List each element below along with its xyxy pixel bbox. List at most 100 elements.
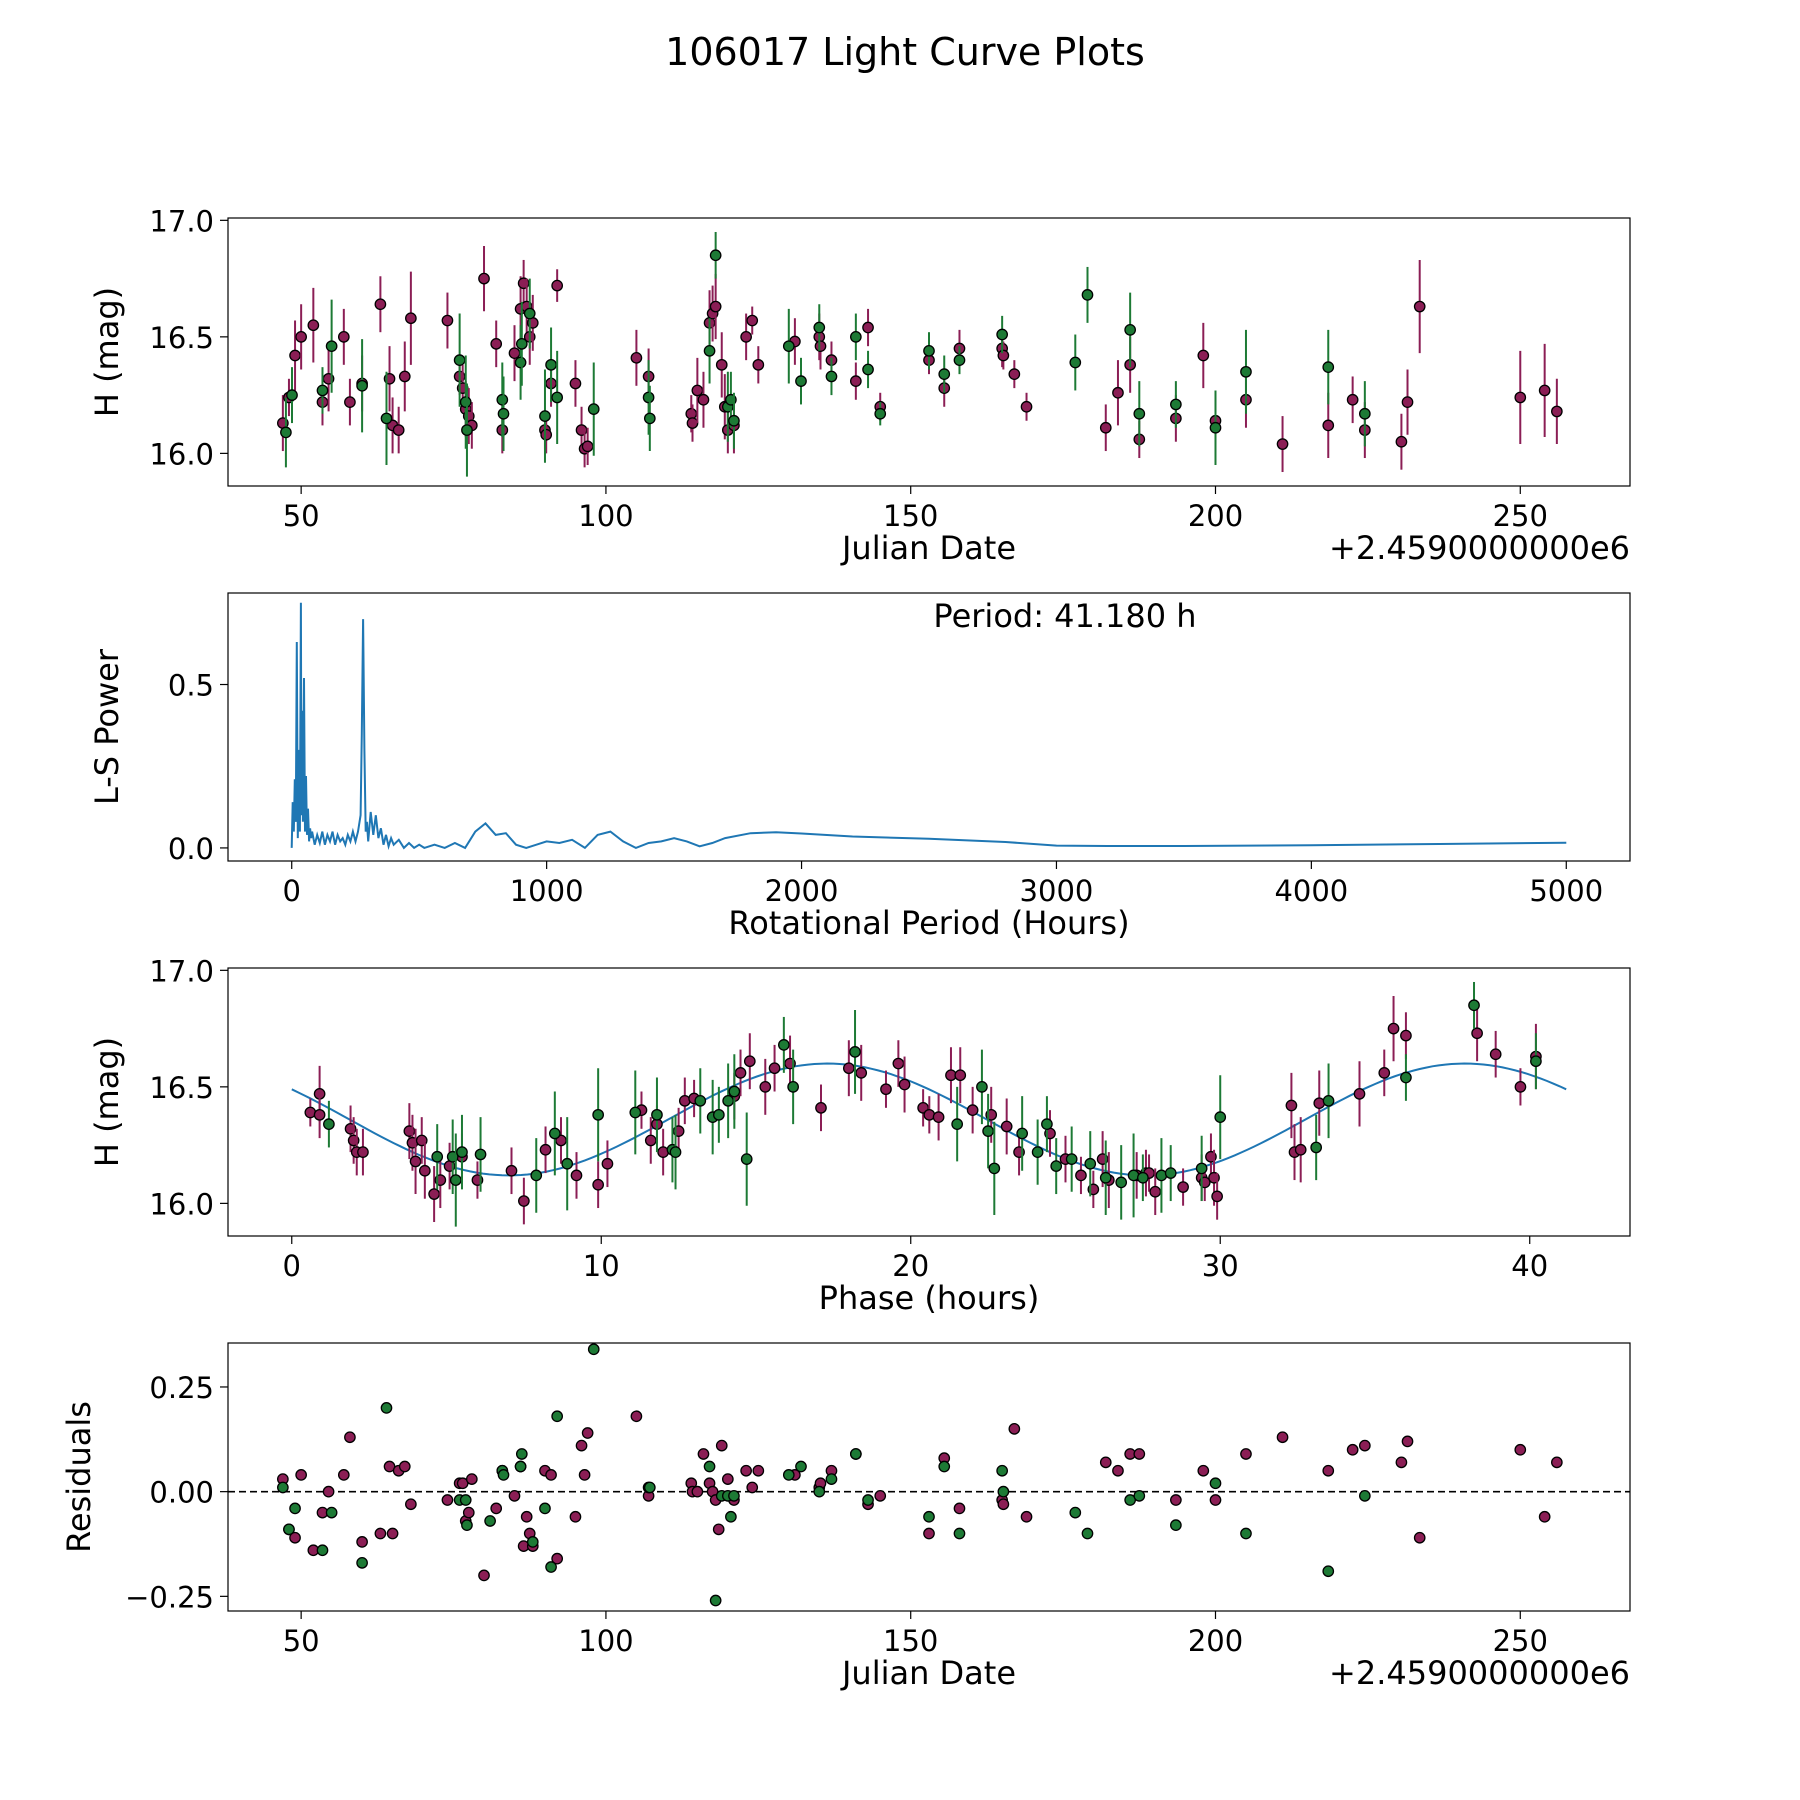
periodogram-axes-frame [227,592,1631,862]
lightcurve-point-green [545,358,557,371]
periodogram-power-line [290,602,1567,851]
residuals-ytick-label: 0.25 [149,1371,214,1405]
phased-point-magenta [1400,1029,1412,1042]
phased-panel: 0 10 20 30 40 16.0 16.5 17.0 Phase (hours) H (m… [88,954,1631,1317]
lightcurve-point-green [862,363,874,376]
residuals-point-magenta [441,1494,454,1506]
phased-point-magenta [1149,1185,1162,1198]
phased-point-magenta [1211,1190,1223,1203]
phased-point-magenta [855,1067,868,1079]
residuals-point-magenta [344,1431,356,1444]
residuals-point-magenta [545,1469,557,1481]
phased-point-magenta [428,1188,440,1200]
residuals-point-green [497,1469,510,1481]
phased-xtick-label: 40 [1511,1249,1548,1283]
residuals-ticks: 50 100 150 200 250 −0.25 0.00 0.25 [125,1371,1548,1658]
lightcurve-point-magenta [289,349,301,362]
phased-point-green [449,1174,462,1186]
phased-xtick-label: 10 [583,1249,620,1283]
lightcurve-panel: 50 100 150 200 250 16.0 16.5 17.0 Julian Date H… [88,204,1631,567]
phased-point-green [1084,1157,1097,1170]
phased-point-magenta [880,1083,892,1096]
residuals-point-magenta [874,1489,887,1502]
phased-point-magenta [1378,1067,1391,1079]
phased-point-magenta [1387,1022,1400,1035]
residuals-point-magenta [1170,1494,1182,1506]
phased-point-green [722,1094,734,1107]
phased-point-green [1468,999,1480,1012]
residuals-point-green [728,1489,740,1502]
residuals-point-magenta [490,1502,503,1515]
lightcurve-point-green [996,328,1008,341]
phased-xtick-label: 0 [283,1249,301,1283]
lightcurve-point-magenta [508,347,521,360]
phased-point-magenta [815,1101,827,1114]
residuals-point-magenta [712,1523,725,1536]
lightcurve-point-green [453,354,466,367]
lightcurve-point-green [1069,356,1082,369]
lightcurve-point-green [953,354,966,367]
phased-point-magenta [1471,1027,1483,1040]
lightcurve-point-green [514,356,527,369]
lightcurve-point-green [874,407,887,420]
residuals-xtick-label: 250 [1493,1624,1548,1658]
phased-point-green [1065,1153,1078,1165]
residuals-point-magenta [569,1510,582,1523]
phased-point-magenta [357,1146,369,1158]
residuals-point-magenta [953,1502,966,1515]
phased-point-green [1099,1171,1112,1184]
lightcurve-point-green [286,389,298,401]
residuals-point-green [938,1460,951,1473]
lightcurve-point-magenta [405,312,417,325]
phased-point-magenta [734,1067,747,1079]
residuals-point-magenta [1538,1510,1551,1523]
lightcurve-point-green [551,391,564,404]
lightcurve-point-green [461,424,473,436]
phased-point-green [474,1148,487,1161]
residuals-point-green [484,1515,496,1527]
lightcurve-point-magenta [392,424,405,436]
phased-point-magenta [570,1169,583,1182]
residuals-point-magenta [398,1460,411,1473]
periodogram-xtick-label: 3000 [1020,874,1094,908]
residuals-point-green [289,1502,301,1515]
lightcurve-point-green [523,307,536,320]
lightcurve-point-green [1358,407,1371,420]
residuals-point-green [813,1485,826,1498]
lightcurve-ytick-label: 16.5 [149,321,214,355]
lightcurve-point-magenta [1020,400,1033,413]
lightcurve-point-magenta [691,384,704,397]
residuals-point-magenta [1209,1494,1222,1506]
periodogram-ylabel: L-S Power [88,648,126,805]
lightcurve-point-magenta [709,300,722,313]
phased-point-green [1115,1176,1128,1189]
lightcurve-point-magenta [1514,391,1527,404]
periodogram-panel: 0 1000 2000 3000 4000 5000 0.0 0.5 Rotational P… [88,592,1631,942]
residuals-point-magenta [1551,1456,1563,1469]
residuals-point-magenta [1240,1448,1252,1460]
lightcurve-point-green [316,384,329,397]
residuals-point-magenta [478,1569,490,1582]
phased-point-magenta [313,1108,326,1121]
residuals-point-magenta [322,1485,335,1498]
residuals-point-magenta [386,1527,399,1540]
residuals-point-magenta [752,1464,765,1477]
residuals-ytick-label: −0.25 [125,1580,214,1614]
phased-point-green [629,1106,642,1119]
residuals-point-magenta [1401,1435,1414,1448]
residuals-point-green [795,1460,807,1473]
lightcurve-point-magenta [1395,435,1408,448]
residuals-point-green [997,1485,1010,1498]
residuals-point-magenta [337,1469,350,1481]
residuals-point-magenta [1099,1456,1112,1469]
lightcurve-point-green [782,340,795,353]
lightcurve-point-green [356,379,368,392]
lightcurve-point-green [1209,421,1222,434]
residuals-point-green [725,1510,737,1523]
lightcurve-point-magenta [1197,349,1210,362]
lightcurve-point-magenta [1538,384,1551,397]
phased-ytick-label: 16.5 [149,1071,214,1105]
phased-ylabel: H (mag) [88,1037,126,1167]
lightcurve-point-magenta [581,440,594,453]
